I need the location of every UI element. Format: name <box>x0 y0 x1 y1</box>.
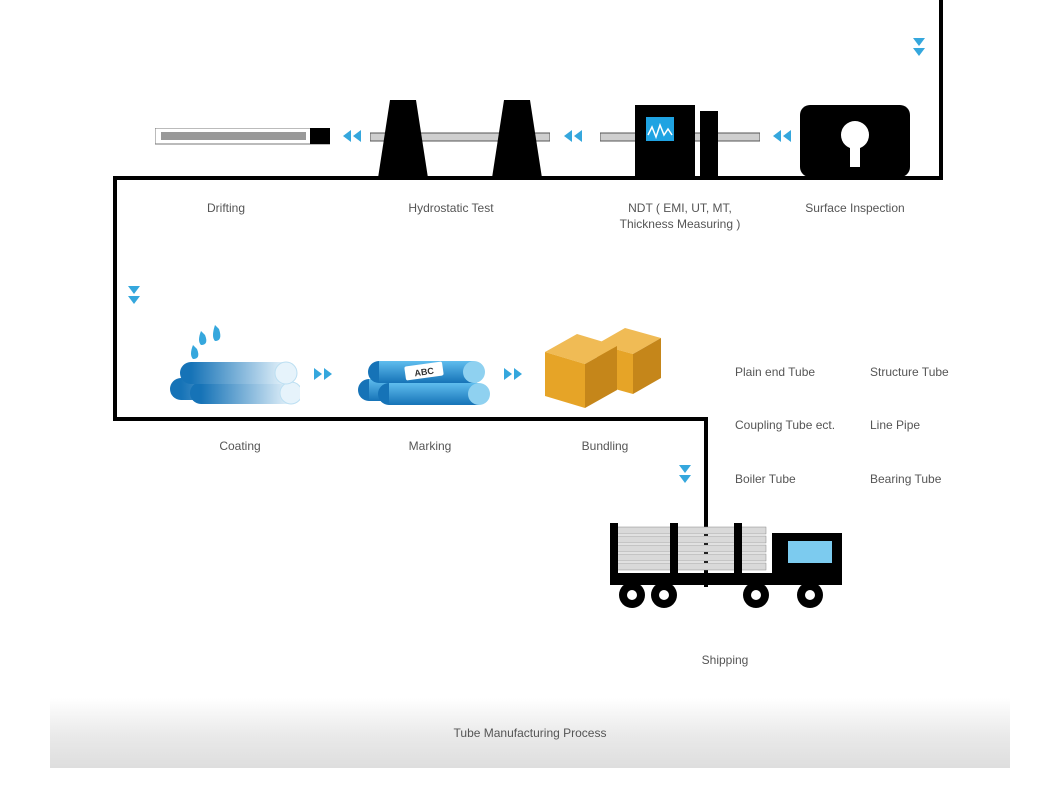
step-label: Hydrostatic Test <box>396 200 506 216</box>
flow-arrow-down-icon <box>679 465 691 483</box>
product-type-label: Coupling Tube ect. <box>735 418 835 432</box>
step-label: NDT ( EMI, UT, MT, Thickness Measuring ) <box>605 200 755 232</box>
flow-arrow-left-icon <box>343 130 361 142</box>
step-label: Drifting <box>196 200 256 216</box>
flow-arrow-down-icon <box>128 286 140 304</box>
coating-icon <box>165 325 300 415</box>
hydrostatic-test-icon <box>370 100 550 183</box>
diagram-title: Tube Manufacturing Process <box>454 726 607 740</box>
flow-line <box>113 417 708 421</box>
bundling-boxes-icon <box>545 328 670 413</box>
diagram-stage: Drifting Hydrostatic Test NDT ( EMI, UT,… <box>0 0 1060 808</box>
flow-arrow-left-icon <box>564 130 582 142</box>
step-label: Marking <box>400 438 460 454</box>
flow-line <box>113 176 117 421</box>
marking-icon: ABC <box>355 340 490 415</box>
ndt-machine-icon <box>600 105 760 182</box>
drifting-bar-icon <box>155 128 330 151</box>
footer-title-bar: Tube Manufacturing Process <box>50 698 1010 768</box>
step-label: Coating <box>210 438 270 454</box>
flow-arrow-right-icon <box>314 368 332 380</box>
product-type-label: Structure Tube <box>870 365 949 379</box>
flow-arrow-right-icon <box>504 368 522 380</box>
surface-inspection-icon <box>800 105 910 182</box>
product-type-label: Line Pipe <box>870 418 920 432</box>
product-type-label: Boiler Tube <box>735 472 796 486</box>
step-label: Bundling <box>575 438 635 454</box>
flow-arrow-left-icon <box>773 130 791 142</box>
step-label: Surface Inspection <box>780 200 930 216</box>
shipping-truck-icon <box>610 515 850 615</box>
flow-line <box>939 0 943 180</box>
step-label: Shipping <box>685 652 765 668</box>
product-type-label: Plain end Tube <box>735 365 815 379</box>
flow-arrow-down-icon <box>913 38 925 56</box>
product-type-label: Bearing Tube <box>870 472 941 486</box>
